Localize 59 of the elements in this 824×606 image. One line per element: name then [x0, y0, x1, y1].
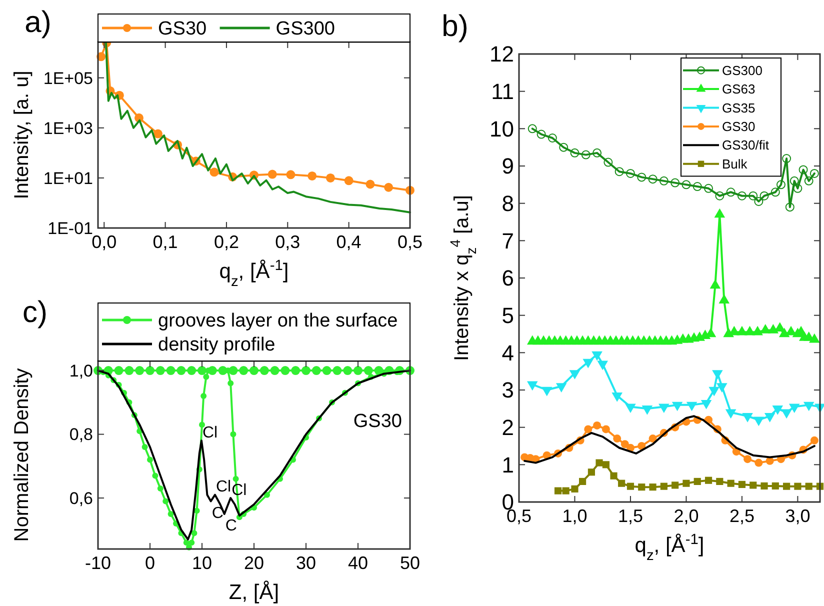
- y-tick-label: 5: [502, 303, 514, 328]
- x-tick-label: 40: [348, 553, 368, 573]
- x-tick-label: 0,1: [152, 232, 178, 252]
- y-tick-label: 0,8: [69, 425, 93, 444]
- x-tick-label: 1,5: [618, 506, 643, 526]
- chart-title: b): [442, 10, 468, 43]
- legend-label: grooves layer on the surface: [158, 310, 398, 332]
- y-tick-label: 1,0: [69, 362, 93, 381]
- annotation: Cl: [216, 478, 232, 496]
- x-tick-label: 0: [144, 553, 156, 573]
- x-tick-label: -10: [84, 553, 112, 573]
- y-tick-label: 1E+05: [43, 68, 93, 88]
- x-tick-label: 1,0: [562, 506, 588, 526]
- legend-label: GS300: [276, 18, 335, 40]
- x-tick-label: 2,0: [674, 506, 699, 526]
- x-tick-label: 0,5: [397, 232, 423, 252]
- x-tick-label: 2,5: [729, 506, 754, 526]
- x-axis-title: q$_{z}$, [Å$^{-1}$]: [219, 258, 289, 290]
- legend-label: density profile: [158, 334, 276, 356]
- y-tick-label: 11: [491, 79, 514, 104]
- y-tick-label: 8: [502, 191, 514, 216]
- y-tick-label: 2: [502, 415, 514, 440]
- chart-title: c): [22, 296, 48, 329]
- annotation: Cl: [202, 424, 218, 442]
- x-tick-label: 30: [296, 553, 316, 573]
- y-tick-label: 1E-01: [48, 218, 93, 238]
- y-tick-label: 10: [490, 116, 514, 142]
- y-tick-label: 4: [502, 340, 514, 366]
- y-tick-label: 1E+01: [43, 168, 93, 188]
- y-tick-label: 0,6: [69, 488, 93, 508]
- y-tick-label: 9: [502, 154, 514, 179]
- annotation: GS30: [353, 410, 402, 432]
- legend-label: GS30: [722, 119, 756, 134]
- y-tick-label: 6: [502, 266, 514, 291]
- y-tick-label: 12: [490, 42, 514, 67]
- x-tick-label: 10: [192, 553, 212, 573]
- x-tick-label: 0,4: [336, 232, 362, 252]
- y-tick-label: 1: [502, 452, 514, 478]
- x-tick-label: 0,3: [275, 232, 300, 252]
- annotation: C: [225, 518, 237, 535]
- legend-label: GS63: [722, 82, 756, 97]
- y-axis-title: Intensity, [a. u]: [11, 70, 33, 200]
- x-tick-label: 0,0: [92, 232, 117, 252]
- y-axis-title: Normalized Density: [11, 368, 33, 542]
- legend-label: Bulk: [722, 156, 748, 172]
- legend-label: GS35: [722, 100, 756, 116]
- legend-label: GS30: [158, 18, 207, 40]
- x-tick-label: 0,2: [214, 232, 239, 252]
- legend-label: GS300: [722, 62, 762, 78]
- x-axis-title: Z, [Å]: [228, 580, 280, 604]
- x-axis-title: q$_{z}$, [Å$^{-1}$]: [634, 532, 704, 564]
- chart-title: a): [24, 6, 52, 39]
- x-tick-label: 3,0: [785, 506, 810, 526]
- y-tick-label: 7: [502, 228, 514, 254]
- x-tick-label: 50: [400, 553, 420, 573]
- x-tick-label: 20: [244, 553, 264, 573]
- y-tick-label: 3: [502, 378, 514, 403]
- y-tick-label: 1E+03: [43, 118, 93, 138]
- legend-label: GS30/fit: [722, 138, 770, 153]
